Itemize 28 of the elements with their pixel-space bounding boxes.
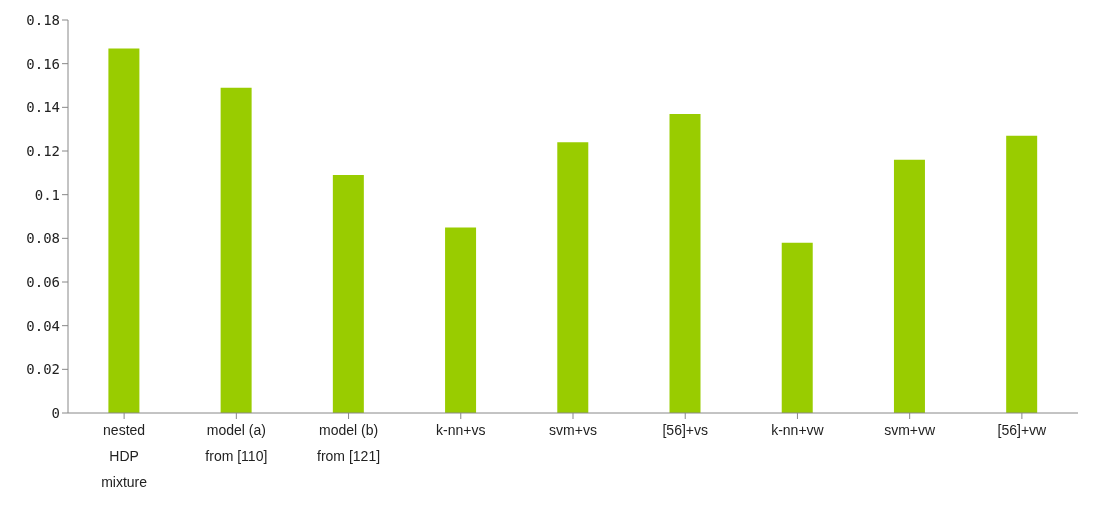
bar [108,48,140,413]
bar [669,113,701,413]
y-tick-label: 0.02 [26,361,60,378]
x-tick-label: [56]+vs [662,422,708,438]
x-tick-label: svm+vw [884,422,937,438]
y-tick-label: 0.12 [26,142,60,159]
x-tick-label: k-nn+vw [771,422,825,438]
bar [557,142,589,413]
bar [781,242,813,413]
x-tick-label: nested HDP mixture [101,422,148,490]
y-tick-label: 0.04 [26,317,60,334]
y-tick-label: 0.06 [26,273,60,290]
y-tick-label: 0.08 [26,230,60,247]
x-tick-label: k-nn+vs [436,422,486,438]
x-tick-label: svm+vs [549,422,597,438]
bar [332,175,364,413]
x-tick-label: model (a) from [110] [205,422,268,464]
y-tick-label: 0.14 [26,99,60,116]
bar [1006,135,1038,413]
y-tick-label: 0.1 [34,186,60,203]
bar [220,87,252,413]
y-tick-label: 0.18 [26,11,60,28]
y-tick-label: 0.16 [26,55,60,72]
x-tick-label: [56]+vw [997,422,1048,438]
bar [445,227,477,413]
bar [893,159,925,413]
y-tick-label: 0 [51,404,60,421]
x-tick-label: model (b) from [121] [317,422,381,464]
